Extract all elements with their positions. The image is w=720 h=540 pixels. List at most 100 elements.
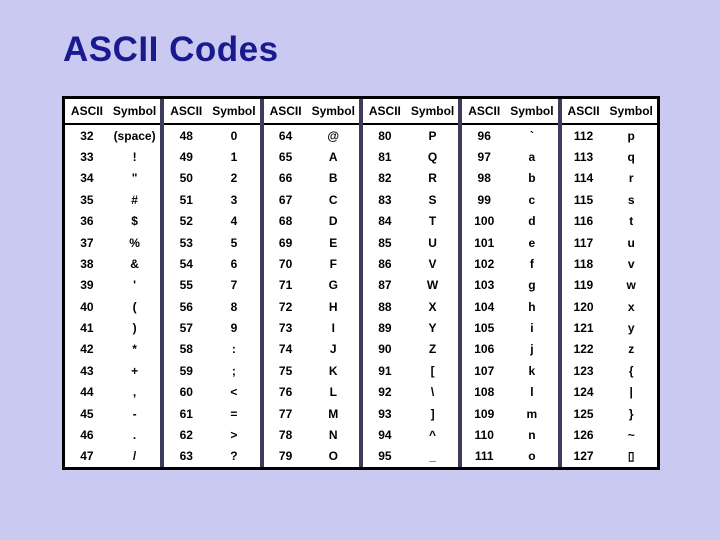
ascii-header-label: ASCII (468, 104, 501, 118)
table-row: 71 G (264, 275, 359, 296)
symbol-cell: v (627, 256, 635, 271)
symbol-cell: [ (430, 363, 435, 378)
ascii-code-cell: 66 (278, 171, 293, 186)
ascii-code-cell: 110 (474, 427, 494, 442)
symbol-cell: ] (430, 406, 435, 421)
ascii-code-cell: 117 (573, 235, 594, 250)
table-row: 54 6 (164, 253, 259, 274)
table-row: 98 b (462, 168, 557, 189)
table-row: 41) (65, 317, 160, 338)
table-row: 118 v (562, 253, 657, 274)
ascii-code-cell: 95 (378, 449, 392, 464)
table-row: 32 (space) (65, 125, 160, 146)
table-row: 76 L (264, 382, 359, 403)
symbol-cell: 2 (230, 171, 238, 186)
symbol-cell: w (626, 278, 636, 293)
symbol-cell: k (528, 363, 536, 378)
symbol-cell: ( (132, 299, 137, 314)
ascii-code-cell: 91 (378, 363, 392, 378)
ascii-code-cell: 54 (179, 256, 193, 271)
column-group-body: 32 (space) 33! 34 " 35 #36 $37% 38 & 39 ' 40(41) 42 * 4… (65, 125, 160, 467)
table-row: 60 < (164, 382, 259, 403)
table-row: 81 Q (363, 146, 458, 167)
table-row: 99 c (462, 189, 557, 210)
symbol-cell: S (428, 192, 437, 207)
ascii-code-cell: 79 (278, 449, 293, 464)
ascii-code-cell: 76 (278, 385, 293, 400)
table-row: 44, (65, 382, 160, 403)
symbol-cell: M (328, 406, 339, 421)
ascii-code-cell: 116 (573, 214, 594, 229)
symbol-cell: i (530, 321, 534, 336)
ascii-code-cell: 37 (80, 235, 94, 250)
symbol-cell: - (132, 406, 137, 421)
symbol-cell: = (230, 406, 238, 421)
symbol-cell: j (530, 342, 534, 357)
ascii-code-cell: 60 (179, 385, 193, 400)
symbol-cell: L (329, 385, 337, 400)
symbol-cell: 6 (230, 256, 238, 271)
ascii-code-cell: 119 (573, 278, 594, 293)
ascii-code-cell: 114 (573, 171, 594, 186)
ascii-code-cell: 40 (80, 299, 94, 314)
table-row: 92 \ (363, 382, 458, 403)
ascii-code-cell: 120 (573, 299, 594, 314)
ascii-code-cell: 39 (80, 278, 94, 293)
ascii-code-cell: 84 (378, 214, 392, 229)
symbol-cell: g (528, 278, 536, 293)
table-row: 120 x (562, 296, 657, 317)
ascii-code-cell: 62 (179, 427, 193, 442)
table-row: 58: (164, 339, 259, 360)
symbol-cell: Q (427, 150, 438, 165)
ascii-code-cell: 41 (80, 321, 94, 336)
ascii-header-label: ASCII (368, 104, 401, 118)
table-row: 95 _ (363, 446, 458, 467)
ascii-code-cell: 101 (474, 235, 495, 250)
ascii-code-cell: 121 (573, 321, 594, 336)
table-row: 96 ` (462, 125, 557, 146)
table-row: 121 y (562, 317, 657, 338)
ascii-code-cell: 124 (573, 385, 594, 400)
symbol-cell: l (530, 385, 534, 400)
column-group-header: ASCII Symbol (462, 99, 558, 125)
ascii-code-cell: 81 (378, 150, 392, 165)
ascii-code-cell: 69 (278, 235, 293, 250)
table-row: 115 s (562, 189, 657, 210)
table-row: 56 8 (164, 296, 259, 317)
table-row: 77 M (264, 403, 359, 424)
ascii-code-cell: 98 (477, 171, 491, 186)
table-row: 119 w (562, 275, 657, 296)
symbol-header-label: Symbol (609, 104, 653, 118)
symbol-cell: 7 (230, 278, 238, 293)
symbol-cell: & (130, 256, 139, 271)
symbol-cell: ' (133, 278, 136, 293)
table-row: 61 = (164, 403, 259, 424)
symbol-cell: a (528, 150, 536, 165)
table-row: 64 @ (264, 125, 359, 146)
symbol-cell: f (529, 256, 534, 271)
table-row: 40 ( (65, 296, 160, 317)
ascii-code-cell: 75 (278, 363, 293, 378)
table-row: 34 " (65, 168, 160, 189)
symbol-cell: A (328, 150, 338, 165)
symbol-cell: ▯ (627, 449, 635, 464)
symbol-cell: P (428, 128, 437, 143)
symbol-cell: | (629, 385, 633, 400)
symbol-cell: } (628, 406, 634, 421)
symbol-cell: 4 (230, 214, 238, 229)
symbol-cell: , (132, 385, 137, 400)
ascii-code-cell: 64 (278, 128, 293, 143)
ascii-code-cell: 50 (179, 171, 193, 186)
ascii-code-cell: 122 (573, 342, 594, 357)
table-row: 80 P (363, 125, 458, 146)
table-row: 87 W (363, 275, 458, 296)
symbol-cell: B (328, 171, 338, 186)
ascii-code-cell: 97 (477, 150, 491, 165)
column-group-body: 112 p 113 q 114 r 115 s 116 t 117 u 118 v 119 w 120 x 121 y… (562, 125, 657, 467)
symbol-cell: O (328, 449, 338, 464)
column-group-body: 80 P 81 Q 82 R 83 S 84 T 85 U 86 V 87 W 88 X 89 Y 90 Z 91[92 \ 9… (363, 125, 458, 467)
table-row: 75 K (264, 360, 359, 381)
symbol-cell: Y (428, 321, 437, 336)
symbol-cell: I (331, 321, 335, 336)
ascii-code-cell: 58 (179, 342, 193, 357)
